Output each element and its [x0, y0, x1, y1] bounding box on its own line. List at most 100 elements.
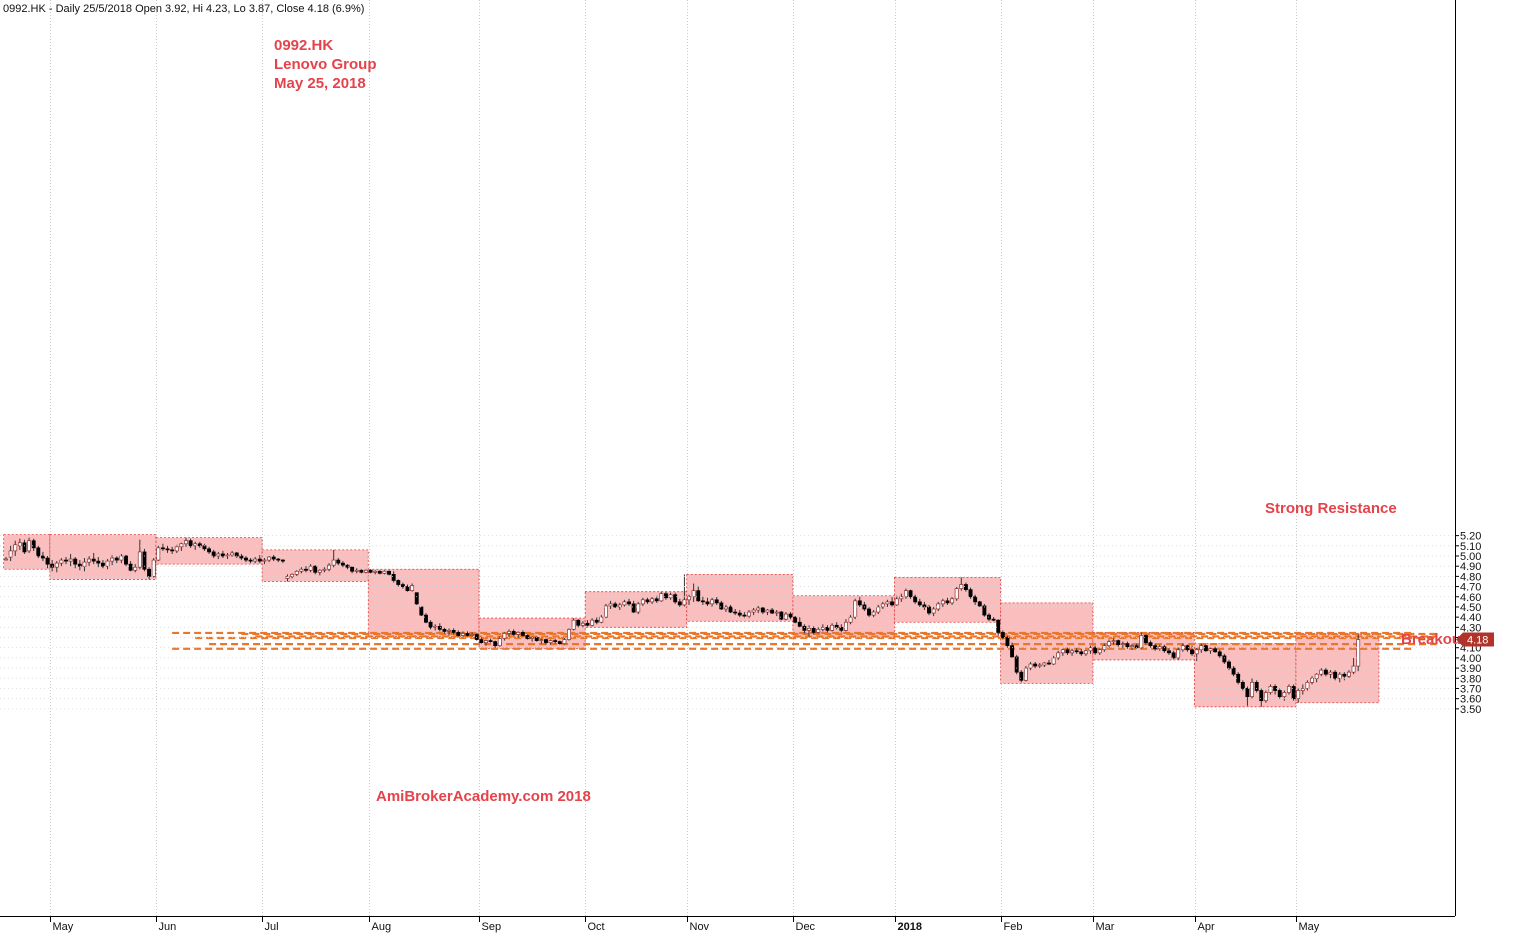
price-tick-label: 3.50 — [1460, 704, 1481, 716]
candle-body — [737, 612, 742, 616]
candle-body — [470, 634, 475, 636]
candle — [244, 556, 248, 563]
candle-body — [580, 622, 585, 626]
candle-body — [345, 564, 350, 568]
candle — [793, 616, 798, 624]
candle-body — [687, 596, 691, 601]
candle-body — [1351, 665, 1356, 673]
candle-body — [202, 545, 207, 550]
candle — [1287, 684, 1291, 695]
price-tick-label: 4.40 — [1460, 612, 1481, 624]
candle — [414, 592, 419, 605]
candle-body — [13, 544, 18, 552]
candle-body — [1097, 649, 1102, 654]
candle-body — [576, 619, 581, 626]
price-tick-label: 4.00 — [1460, 653, 1481, 665]
candle — [488, 638, 493, 643]
candle-body — [940, 600, 945, 605]
annotation-breakout: Breakout — [1401, 631, 1466, 648]
candle-body — [54, 562, 59, 568]
candle-body — [1222, 655, 1227, 663]
candle-body — [1037, 664, 1042, 667]
candle-body — [225, 554, 230, 557]
candle-body — [950, 598, 955, 604]
candle-body — [1125, 643, 1130, 648]
candle-body — [133, 566, 138, 571]
candle — [1194, 647, 1199, 661]
candle — [723, 604, 728, 613]
candle-body — [650, 598, 655, 603]
candle — [1125, 641, 1130, 649]
candle — [220, 550, 225, 559]
candle-body — [1176, 649, 1181, 659]
candle-body — [1250, 682, 1254, 697]
date-tick-label: Nov — [690, 921, 710, 933]
candle — [211, 549, 216, 559]
price-tick-label: 3.90 — [1460, 663, 1481, 675]
candle — [853, 598, 858, 620]
candle — [1051, 655, 1056, 666]
candle-body — [774, 611, 779, 614]
candle-body — [299, 568, 304, 572]
candle — [1351, 657, 1356, 675]
candle — [963, 582, 968, 592]
candle — [59, 558, 64, 567]
candle-body — [867, 608, 871, 616]
candle — [128, 561, 133, 572]
candle-body — [903, 590, 908, 598]
candle-body — [723, 606, 728, 610]
candle — [1060, 648, 1065, 656]
price-tick-label: 3.70 — [1460, 683, 1481, 695]
candle-body — [1323, 669, 1328, 675]
candle — [313, 565, 318, 575]
last-price-tag-shape — [1456, 632, 1494, 647]
candle-body — [857, 600, 862, 606]
candle — [470, 632, 475, 637]
candle-body — [917, 601, 922, 606]
candle — [1019, 670, 1024, 683]
candle — [520, 630, 525, 637]
candle — [1083, 649, 1088, 656]
candle-body — [1079, 651, 1084, 655]
candle — [1116, 639, 1121, 647]
candle — [239, 553, 244, 561]
candle — [673, 592, 678, 604]
candle — [207, 546, 212, 554]
candle — [137, 539, 142, 570]
candle-body — [1291, 686, 1296, 700]
grid — [50, 0, 1297, 916]
candle — [1185, 644, 1190, 652]
candle-body — [160, 547, 165, 550]
price-tick-label: 5.20 — [1460, 531, 1481, 543]
candle — [770, 607, 775, 615]
candle — [1305, 680, 1310, 691]
candle — [700, 596, 705, 605]
candle-body — [627, 601, 631, 605]
candle-body — [179, 543, 184, 548]
candle — [1070, 648, 1075, 656]
candle-body — [733, 611, 738, 614]
candle-body — [391, 573, 396, 581]
candle — [936, 601, 941, 612]
candle — [903, 588, 908, 599]
candle — [1300, 684, 1305, 695]
candle-body — [890, 601, 895, 606]
candle-body — [594, 619, 599, 623]
candle-body — [267, 556, 272, 561]
candle — [973, 594, 978, 605]
candle-body — [414, 592, 419, 605]
candle-body — [1227, 661, 1231, 669]
candle — [96, 557, 101, 568]
candle-body — [156, 547, 161, 561]
candle — [114, 556, 119, 564]
candle-body — [894, 598, 899, 606]
candle — [571, 618, 576, 631]
candle — [484, 639, 488, 646]
candle-body — [991, 618, 996, 621]
candle-body — [779, 611, 784, 620]
date-tick-label: Oct — [588, 921, 605, 933]
candle — [774, 610, 779, 617]
candle-body — [1208, 648, 1213, 652]
candle — [1153, 643, 1158, 651]
candle — [1277, 688, 1282, 699]
